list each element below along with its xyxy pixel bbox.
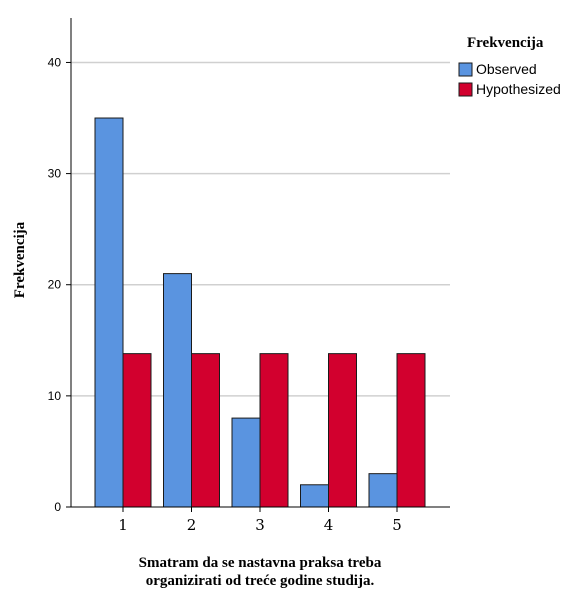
y-tick-label-40: 40 <box>48 55 62 69</box>
y-axis-title: Frekvencija <box>12 221 28 298</box>
x-tick-labels: 1 2 3 4 5 <box>118 516 402 534</box>
bar-hypothesized-2 <box>191 353 220 508</box>
x-tick-label-5: 5 <box>392 516 402 534</box>
legend-label-hypothesized: Hypothesized <box>476 81 561 97</box>
x-tick-label-4: 4 <box>324 516 334 534</box>
x-tick-label-1: 1 <box>118 516 128 534</box>
bar-observed-5 <box>368 473 398 508</box>
axes <box>66 18 450 512</box>
bar-hypothesized-1 <box>122 353 152 508</box>
y-tick-label-0: 0 <box>54 500 61 514</box>
x-tick-label-3: 3 <box>255 516 265 534</box>
bar-hypothesized-5 <box>396 353 426 508</box>
bar-observed-3 <box>231 417 261 508</box>
legend: Frekvencija Observed Hypothesized <box>458 35 561 97</box>
gridlines <box>71 61 450 397</box>
bar-observed-4 <box>300 484 329 508</box>
legend-swatch-observed <box>458 62 473 77</box>
y-tick-label-30: 30 <box>48 167 62 181</box>
bar-observed-2 <box>163 273 192 508</box>
bar-hypothesized-3 <box>259 353 289 508</box>
bars <box>94 117 426 508</box>
x-tick-label-2: 2 <box>187 516 197 534</box>
y-tick-label-10: 10 <box>48 389 62 403</box>
legend-label-observed: Observed <box>476 61 537 77</box>
legend-title: Frekvencija <box>467 35 544 51</box>
bar-hypothesized-4 <box>328 353 357 508</box>
x-axis-title-line-2: organizirati od treće godine studija. <box>146 573 375 589</box>
y-tick-labels: 0 10 20 30 40 <box>48 55 62 514</box>
y-tick-label-20: 20 <box>48 278 62 292</box>
bar-observed-1 <box>94 117 124 508</box>
legend-swatch-hypothesized <box>458 82 473 97</box>
x-axis-title-line-1: Smatram da se nastavna praksa treba <box>139 555 382 571</box>
